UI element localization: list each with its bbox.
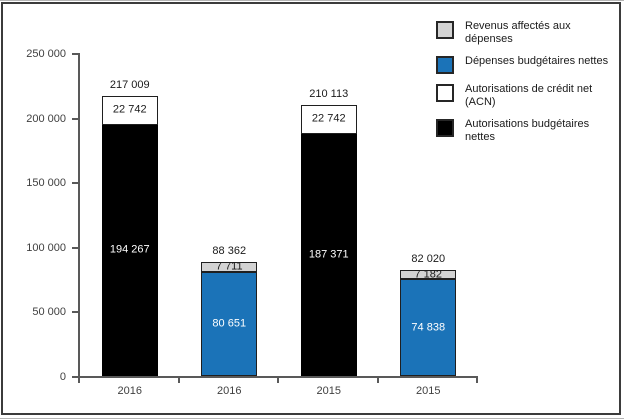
bar-segment: 187 371 — [300, 133, 357, 376]
legend-color-swatch — [436, 21, 454, 39]
legend-color-swatch — [436, 119, 454, 137]
x-axis-category-label: 2015 — [316, 385, 341, 397]
y-axis-tick-label: 250 000 — [26, 48, 66, 60]
bar-segment: 7 711 — [201, 260, 258, 273]
bar-segment: 22 742 — [101, 95, 158, 125]
bar-segment-value: 22 742 — [112, 103, 147, 116]
legend-item-label: Dépenses budgétaires nettes — [465, 55, 609, 67]
x-axis-tick — [78, 378, 80, 383]
bar-segment-value: 194 267 — [109, 243, 150, 256]
bar-segment: 74 838 — [400, 279, 457, 376]
x-axis-tick — [177, 378, 180, 383]
y-axis-tick — [72, 117, 78, 120]
bar-segment-value: 80 651 — [212, 317, 247, 330]
bar-segment: 22 742 — [300, 104, 357, 134]
x-axis-category-label: 2015 — [416, 385, 441, 397]
y-axis-tick-label: 0 — [59, 371, 66, 383]
bar-segment: 80 651 — [201, 271, 258, 376]
y-axis-tick — [72, 246, 78, 249]
x-axis-tick — [476, 378, 478, 383]
legend-color-swatch — [436, 84, 454, 102]
legend-item-label: Autorisations de crédit net (ACN) — [465, 83, 593, 108]
bar-segment-value: 74 838 — [411, 321, 446, 334]
bar-segment: 7 182 — [400, 268, 457, 281]
legend-item-label: Autorisations budgétaires nettes — [465, 118, 590, 143]
bar-segment-value: 7 182 — [414, 268, 443, 281]
bar-segment-value: 22 742 — [311, 112, 346, 125]
x-axis-line — [78, 376, 478, 378]
bar-segment-value: 7 711 — [215, 260, 243, 273]
bar-segment-value: 187 371 — [308, 248, 349, 261]
bar-segment: 194 267 — [101, 125, 158, 376]
y-axis-line — [78, 53, 80, 376]
x-axis-category-label: 2016 — [117, 385, 142, 397]
legend-item: Autorisations de crédit net (ACN) — [436, 83, 614, 109]
y-axis-tick-label: 100 000 — [26, 241, 66, 254]
y-axis-tick-label: 150 000 — [26, 177, 66, 190]
y-axis-tick — [72, 182, 78, 185]
legend-color-swatch — [436, 56, 454, 74]
x-axis-category-label: 2016 — [217, 385, 242, 397]
y-axis-tick — [72, 311, 78, 314]
x-axis-tick — [277, 378, 279, 383]
legend-item: Revenus affectés aux dépenses — [436, 20, 614, 46]
bar-total-value: 82 020 — [411, 253, 446, 266]
bar-total-value: 217 009 — [109, 78, 150, 91]
y-axis-tick — [72, 376, 78, 378]
bar-total-value: 210 113 — [309, 87, 349, 100]
y-axis-tick-label: 200 000 — [26, 112, 66, 125]
legend-item-label: Revenus affectés aux dépenses — [465, 20, 571, 45]
bar-total-value: 88 362 — [212, 244, 247, 257]
top-divider-line — [0, 0, 624, 1]
legend-item: Dépenses budgétaires nettes — [436, 55, 614, 74]
y-axis-tick — [72, 53, 78, 55]
chart-legend: Revenus affectés aux dépenses Dépenses bu… — [436, 20, 614, 153]
x-axis-tick — [376, 378, 379, 383]
y-axis-tick-label: 50 000 — [32, 306, 66, 319]
legend-item: Autorisations budgétaires nettes — [436, 118, 614, 144]
